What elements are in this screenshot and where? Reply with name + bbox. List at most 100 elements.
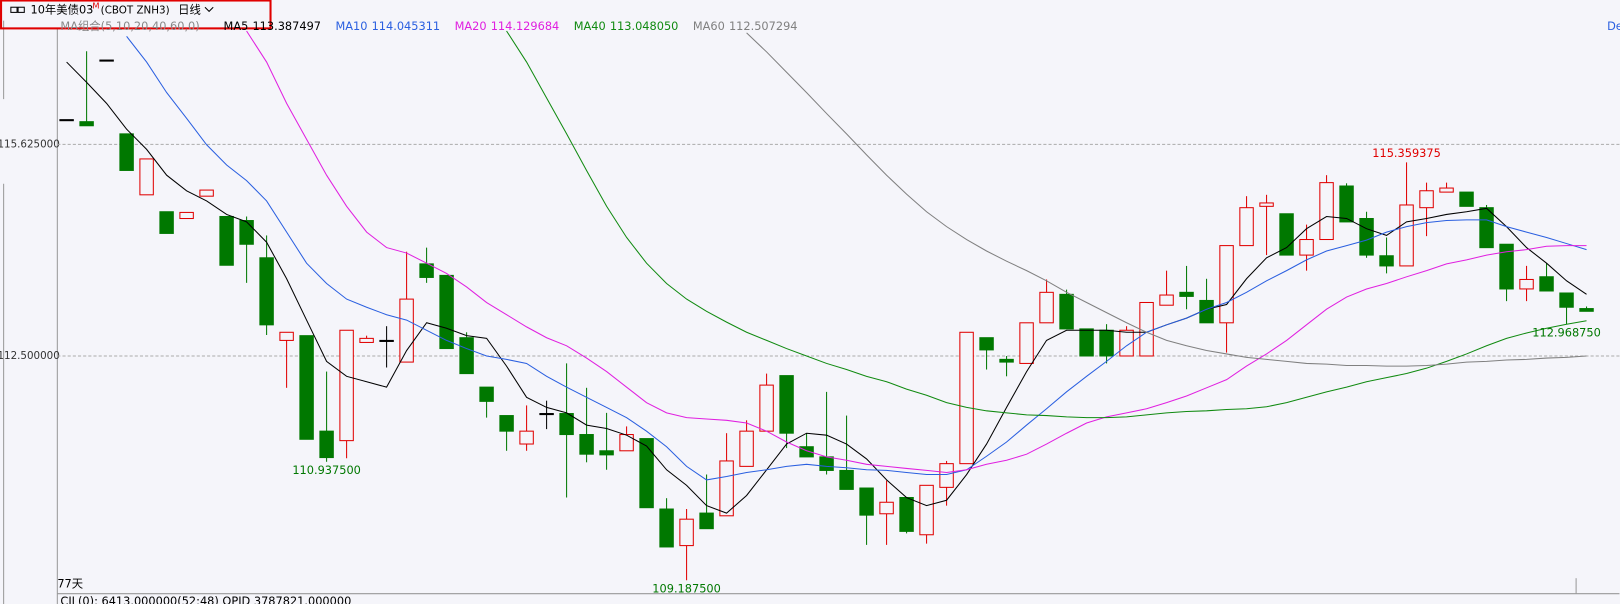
candle-body [1059, 293, 1074, 330]
header-period[interactable]: 日线 [178, 2, 201, 16]
legend-value: 112.507294 [729, 19, 798, 33]
candle-body [1419, 190, 1434, 209]
legend-entry: MA10 114.045311 [335, 19, 440, 33]
legend-entry: MA20 114.129684 [455, 19, 560, 33]
legend-entry: MA40 113.048050 [574, 19, 679, 33]
candle-count: 77天 [57, 576, 83, 590]
candle-body [359, 337, 374, 343]
candle-body [959, 331, 974, 465]
candle-body [1379, 255, 1394, 267]
candle-body [219, 215, 234, 266]
legend-entry: MA60 112.507294 [693, 19, 798, 33]
candle-body [1579, 308, 1594, 312]
candle-body [1099, 329, 1114, 357]
candle-body [379, 339, 394, 342]
candle-body [299, 335, 314, 440]
ma-line [246, 30, 1587, 473]
candle-body [179, 211, 194, 220]
candle-body [1259, 202, 1274, 207]
legend-name: MA20 [455, 19, 487, 33]
candle-body [1539, 276, 1554, 292]
legend-name: MA10 [335, 19, 367, 33]
candle-body [1219, 245, 1234, 324]
legend-value: 113.387497 [252, 19, 321, 33]
icon [17, 6, 25, 13]
candle-body [99, 59, 114, 62]
candle-body [459, 337, 474, 375]
candle-body [999, 358, 1014, 363]
candle-body [399, 298, 414, 363]
header-symbol: (CBOT ZNH3) [101, 4, 170, 16]
candle-body [859, 487, 874, 516]
candle-body [1339, 185, 1354, 223]
candle-body [1299, 238, 1314, 256]
legend-name: MA40 [574, 19, 606, 33]
candle-body [479, 386, 494, 402]
low-label: 112.968750 [1532, 326, 1601, 340]
low-label: 110.937500 [292, 463, 361, 477]
candle-body [199, 189, 214, 197]
candle-body [579, 434, 594, 455]
candle-body [1399, 204, 1414, 267]
candle-body [879, 501, 894, 515]
candle-body [1519, 278, 1534, 290]
candle-body [619, 434, 634, 452]
legend-value: 114.129684 [491, 19, 560, 33]
candle-body [839, 469, 854, 490]
candle-body [819, 456, 834, 471]
legend-name: MA5 [224, 19, 249, 33]
candle-body [599, 450, 614, 456]
candle-body [119, 133, 134, 171]
header-mark: M [92, 1, 99, 11]
candle-body [1239, 207, 1254, 247]
candle-body [939, 463, 954, 488]
candle-body [659, 508, 674, 548]
candle-body [979, 337, 994, 351]
candle-body [799, 446, 814, 458]
candle-body [419, 263, 434, 278]
candle-body [239, 220, 254, 245]
y-tick-label: 115.625000 [0, 138, 60, 150]
candle-body [1359, 218, 1374, 256]
candle-body [1279, 213, 1294, 256]
candle-body [1499, 243, 1514, 290]
icon [10, 6, 18, 13]
candle-body [559, 413, 574, 436]
candle-body [1559, 292, 1574, 308]
candle-body [1479, 207, 1494, 249]
dropdown-arrow[interactable] [204, 6, 214, 13]
candle-body [899, 496, 914, 532]
candle-body [519, 430, 534, 445]
plot [59, 30, 1594, 581]
ma-line [126, 36, 1587, 481]
candle-body [1319, 182, 1334, 241]
candle-body [759, 384, 774, 432]
candle-body [699, 512, 714, 530]
candle-body [539, 413, 554, 416]
candle-body [339, 329, 354, 442]
ma-line [66, 61, 1587, 514]
candle-body [1159, 294, 1174, 306]
legend-name: MA60 [693, 19, 725, 33]
candle-body [1139, 301, 1154, 357]
legend-entry: MA5 113.387497 [224, 19, 321, 33]
header[interactable]: 10年美债03 M (CBOT ZNH3) 日线 [0, 0, 272, 30]
edge-label: De [1607, 19, 1620, 33]
legend-value: 114.045311 [372, 19, 441, 33]
legend-title: MA组合(5,10,20,40,60,0) [60, 19, 199, 33]
candle-body [639, 438, 654, 509]
candle-body [1119, 329, 1134, 357]
low-label: 109.187500 [652, 582, 721, 596]
ma-line [506, 30, 1587, 419]
candle-body [139, 158, 154, 196]
legend-value: 113.048050 [610, 19, 679, 33]
candle-body [1019, 322, 1034, 364]
y-tick-label: 112.500000 [0, 350, 60, 362]
candle-body [779, 375, 794, 434]
candle-body [1079, 328, 1094, 357]
candle-body [499, 415, 514, 432]
candle-body [1199, 299, 1214, 324]
candle-body [1439, 187, 1454, 193]
